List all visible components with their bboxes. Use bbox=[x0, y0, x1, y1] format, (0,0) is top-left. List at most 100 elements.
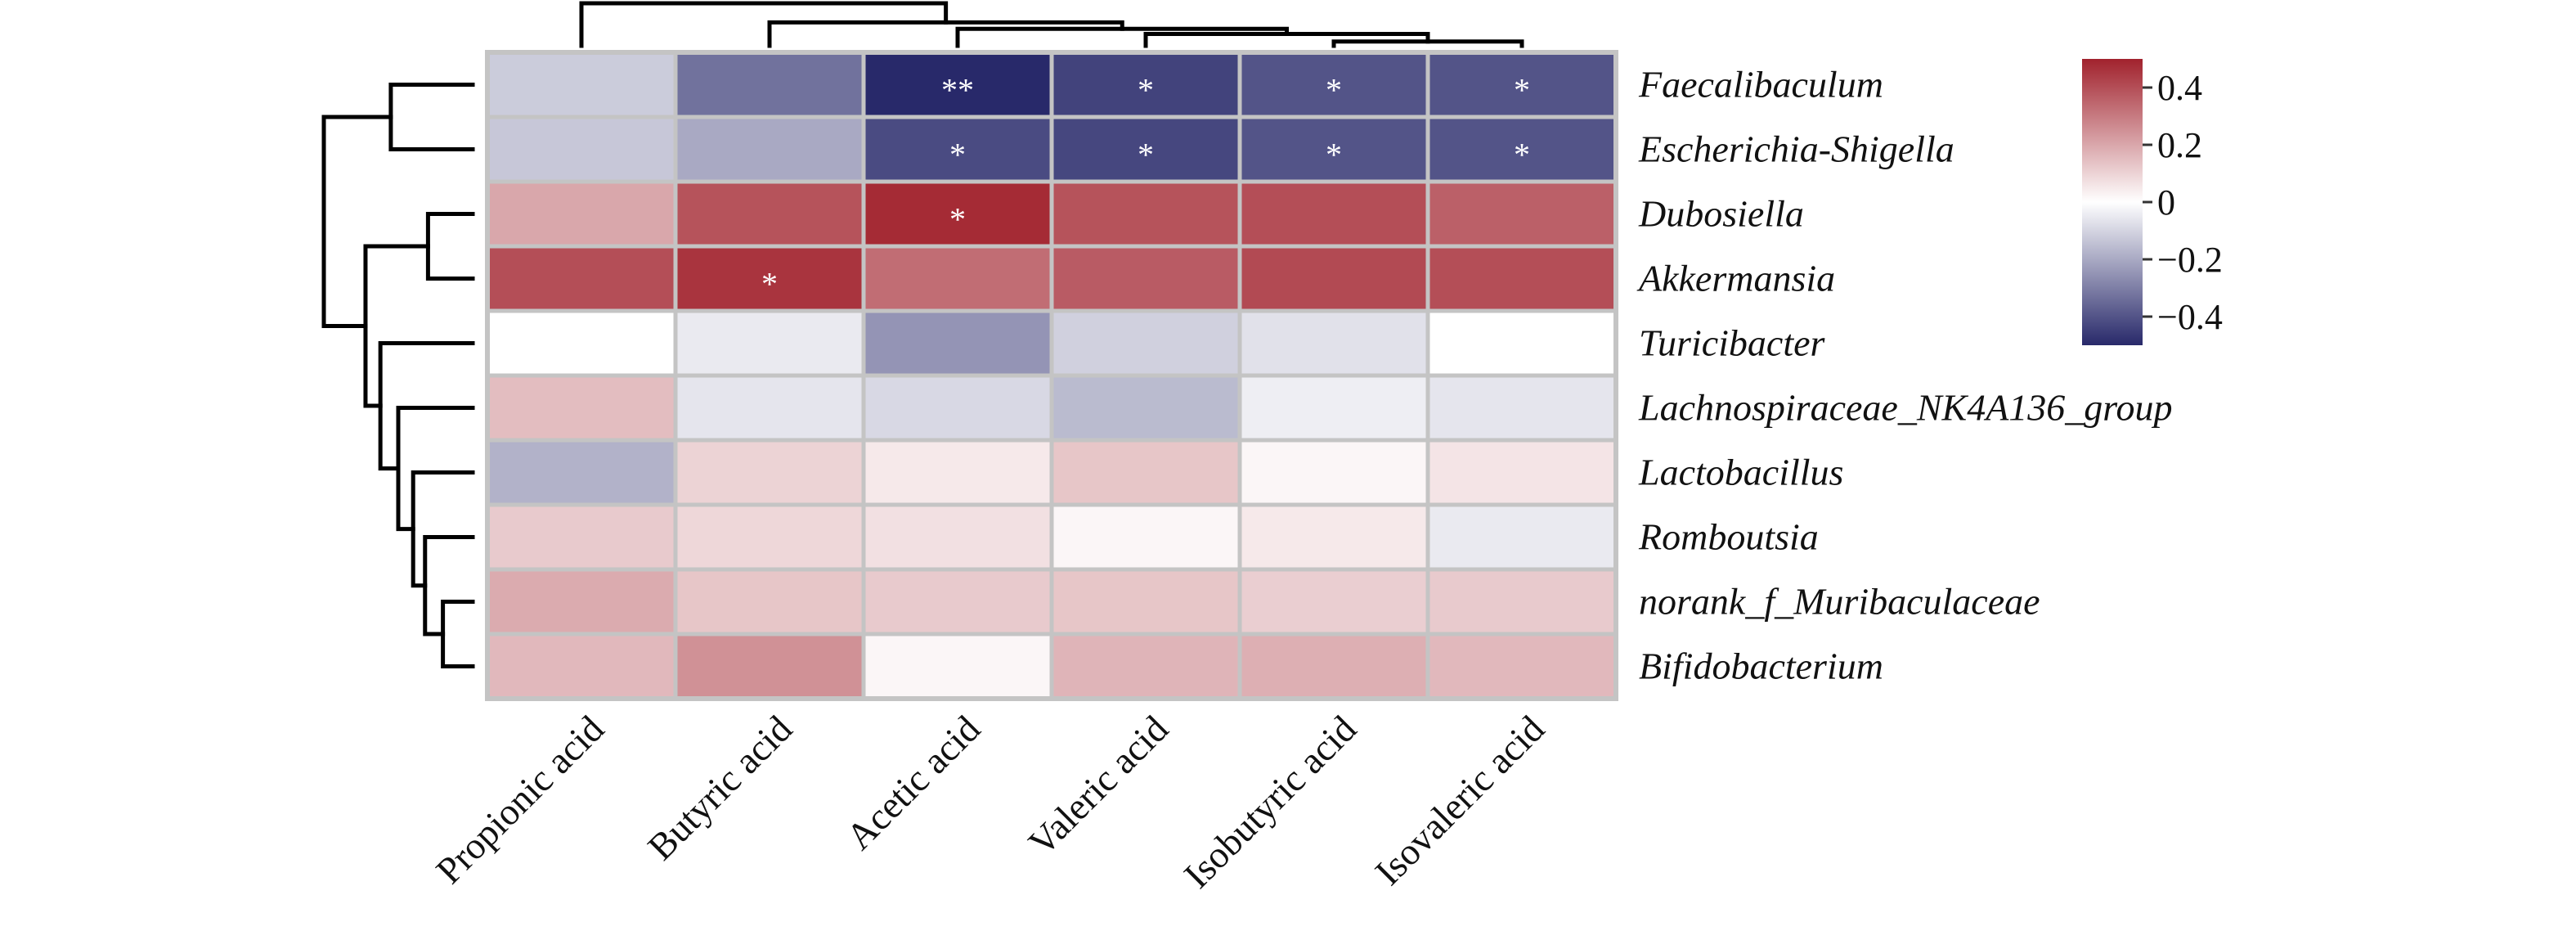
cell-lactobacillus-butyric-acid bbox=[673, 438, 866, 507]
cell-faecalibaculum-acetic-acid bbox=[861, 50, 1054, 119]
column-label-valeric-acid: Valeric acid bbox=[1021, 708, 1176, 863]
colorbar-gradient bbox=[2082, 59, 2143, 345]
cell-dubosiella-propionic-acid bbox=[485, 179, 678, 249]
cell-faecalibaculum-butyric-acid bbox=[673, 50, 866, 119]
row-dendrogram-branch bbox=[411, 470, 475, 588]
cell-romboutsia-isovaleric-acid bbox=[1425, 502, 1618, 572]
heatmap-cells bbox=[485, 50, 1618, 701]
row-label-faecalibaculum: Faecalibaculum bbox=[1638, 64, 1883, 106]
cell-lachnospiraceae-nk4a136-group-valeric-acid bbox=[1049, 373, 1242, 443]
cell-turicibacter-propionic-acid bbox=[485, 308, 678, 378]
column-label-isobutyric-acid: Isobutyric acid bbox=[1176, 708, 1364, 896]
column-dendrogram bbox=[579, 1, 1524, 48]
row-dendrogram bbox=[321, 83, 475, 668]
row-dendrogram-branch bbox=[363, 244, 430, 408]
row-dendrogram-branch bbox=[321, 115, 393, 329]
significance-marker: * bbox=[1138, 72, 1154, 109]
cell-norank-f-muribaculaceae-butyric-acid bbox=[673, 567, 866, 636]
significance-marker: * bbox=[1138, 137, 1154, 173]
row-label-romboutsia: Romboutsia bbox=[1638, 516, 1819, 558]
heatmap-border bbox=[485, 50, 1618, 701]
colorbar: 0.4 0.2 0 −0.2 −0.4 bbox=[2082, 59, 2223, 345]
row-label-bifidobacterium: Bifidobacterium bbox=[1639, 645, 1883, 687]
row-label-akkermansia: Akkermansia bbox=[1636, 258, 1835, 299]
row-label-escherichia-shigella: Escherichia-Shigella bbox=[1638, 128, 1954, 170]
cell-akkermansia-isovaleric-acid bbox=[1425, 244, 1618, 313]
cell-bifidobacterium-acetic-acid bbox=[861, 632, 1054, 701]
significance-marker: * bbox=[1514, 72, 1530, 109]
significance-marker: * bbox=[1326, 72, 1342, 109]
row-dendrogram-branch bbox=[388, 83, 475, 151]
row-label-dubosiella: Dubosiella bbox=[1638, 193, 1804, 235]
cell-turicibacter-isobutyric-acid bbox=[1237, 308, 1430, 378]
cell-dubosiella-isovaleric-acid bbox=[1425, 179, 1618, 249]
column-label-butyric-acid: Butyric acid bbox=[640, 708, 800, 868]
cell-dubosiella-butyric-acid bbox=[673, 179, 866, 249]
row-dendrogram-branch bbox=[441, 600, 475, 668]
colorbar-ticks: 0.4 0.2 0 −0.2 −0.4 bbox=[2143, 68, 2223, 337]
cell-turicibacter-butyric-acid bbox=[673, 308, 866, 378]
significance-marker: * bbox=[1326, 137, 1342, 173]
cell-romboutsia-valeric-acid bbox=[1049, 502, 1242, 572]
cell-escherichia-shigella-propionic-acid bbox=[485, 115, 678, 184]
cell-lachnospiraceae-nk4a136-group-isovaleric-acid bbox=[1425, 373, 1618, 443]
cell-akkermansia-valeric-acid bbox=[1049, 244, 1242, 313]
cell-norank-f-muribaculaceae-acetic-acid bbox=[861, 567, 1054, 636]
significance-marker: ** bbox=[941, 72, 974, 109]
cell-bifidobacterium-isovaleric-acid bbox=[1425, 632, 1618, 701]
cell-lachnospiraceae-nk4a136-group-isobutyric-acid bbox=[1237, 373, 1430, 443]
column-label-isovaleric-acid: Isovaleric acid bbox=[1367, 708, 1552, 893]
cell-romboutsia-propionic-acid bbox=[485, 502, 678, 572]
row-label-lactobacillus: Lactobacillus bbox=[1638, 452, 1843, 493]
significance-markers: ** * * ** * * *** bbox=[761, 72, 1530, 303]
row-dendrogram-branch bbox=[423, 535, 475, 636]
row-label-lachnospiraceae-nk4a136-group: Lachnospiraceae_NK4A136_group bbox=[1638, 387, 2173, 429]
cell-romboutsia-butyric-acid bbox=[673, 502, 866, 572]
cell-norank-f-muribaculaceae-isovaleric-acid bbox=[1425, 567, 1618, 636]
cell-turicibacter-valeric-acid bbox=[1049, 308, 1242, 378]
row-label-turicibacter: Turicibacter bbox=[1639, 322, 1826, 364]
cell-akkermansia-propionic-acid bbox=[485, 244, 678, 313]
significance-marker: * bbox=[949, 137, 966, 173]
column-label-acetic-acid: Acetic acid bbox=[838, 708, 988, 857]
cell-lactobacillus-isobutyric-acid bbox=[1237, 438, 1430, 507]
cell-romboutsia-isobutyric-acid bbox=[1237, 502, 1430, 572]
cell-akkermansia-acetic-acid bbox=[861, 244, 1054, 313]
row-labels: Faecalibaculum Escherichia-Shigella Dubosi… bbox=[1636, 64, 2173, 687]
cell-akkermansia-butyric-acid bbox=[673, 244, 866, 313]
cell-lactobacillus-valeric-acid bbox=[1049, 438, 1242, 507]
row-dendrogram-branch bbox=[396, 406, 475, 532]
significance-marker: * bbox=[761, 266, 778, 303]
cell-norank-f-muribaculaceae-valeric-acid bbox=[1049, 567, 1242, 636]
cell-norank-f-muribaculaceae-propionic-acid bbox=[485, 567, 678, 636]
cell-lachnospiraceae-nk4a136-group-acetic-acid bbox=[861, 373, 1054, 443]
cell-lachnospiraceae-nk4a136-group-butyric-acid bbox=[673, 373, 866, 443]
cell-akkermansia-isobutyric-acid bbox=[1237, 244, 1430, 313]
colorbar-tick-label: 0.4 bbox=[2157, 68, 2202, 108]
cell-dubosiella-isobutyric-acid bbox=[1237, 179, 1430, 249]
cell-romboutsia-acetic-acid bbox=[861, 502, 1054, 572]
cell-lactobacillus-propionic-acid bbox=[485, 438, 678, 507]
significance-marker: * bbox=[949, 201, 966, 238]
cell-escherichia-shigella-butyric-acid bbox=[673, 115, 866, 184]
cell-bifidobacterium-valeric-acid bbox=[1049, 632, 1242, 701]
cell-bifidobacterium-butyric-acid bbox=[673, 632, 866, 701]
colorbar-tick-label: −0.2 bbox=[2157, 240, 2223, 280]
cell-lactobacillus-isovaleric-acid bbox=[1425, 438, 1618, 507]
col-dendrogram-branch bbox=[955, 26, 1289, 48]
column-label-propionic-acid: Propionic acid bbox=[428, 708, 612, 892]
cell-lactobacillus-acetic-acid bbox=[861, 438, 1054, 507]
cell-turicibacter-isovaleric-acid bbox=[1425, 308, 1618, 378]
colorbar-tick-label: −0.4 bbox=[2157, 297, 2223, 337]
cell-lachnospiraceae-nk4a136-group-propionic-acid bbox=[485, 373, 678, 443]
column-labels: Propionic acid Butyric acid Acetic acid Val… bbox=[428, 708, 1552, 896]
cell-bifidobacterium-propionic-acid bbox=[485, 632, 678, 701]
cell-escherichia-shigella-isovaleric-acid bbox=[1425, 115, 1618, 184]
colorbar-tick-label: 0 bbox=[2157, 182, 2175, 223]
significance-marker: * bbox=[1514, 137, 1530, 173]
row-label-norank-f-muribaculaceae: norank_f_Muribaculaceae bbox=[1639, 581, 2040, 623]
colorbar-tick-label: 0.2 bbox=[2157, 125, 2202, 165]
col-dendrogram-branch bbox=[767, 20, 1124, 48]
cell-dubosiella-valeric-acid bbox=[1049, 179, 1242, 249]
